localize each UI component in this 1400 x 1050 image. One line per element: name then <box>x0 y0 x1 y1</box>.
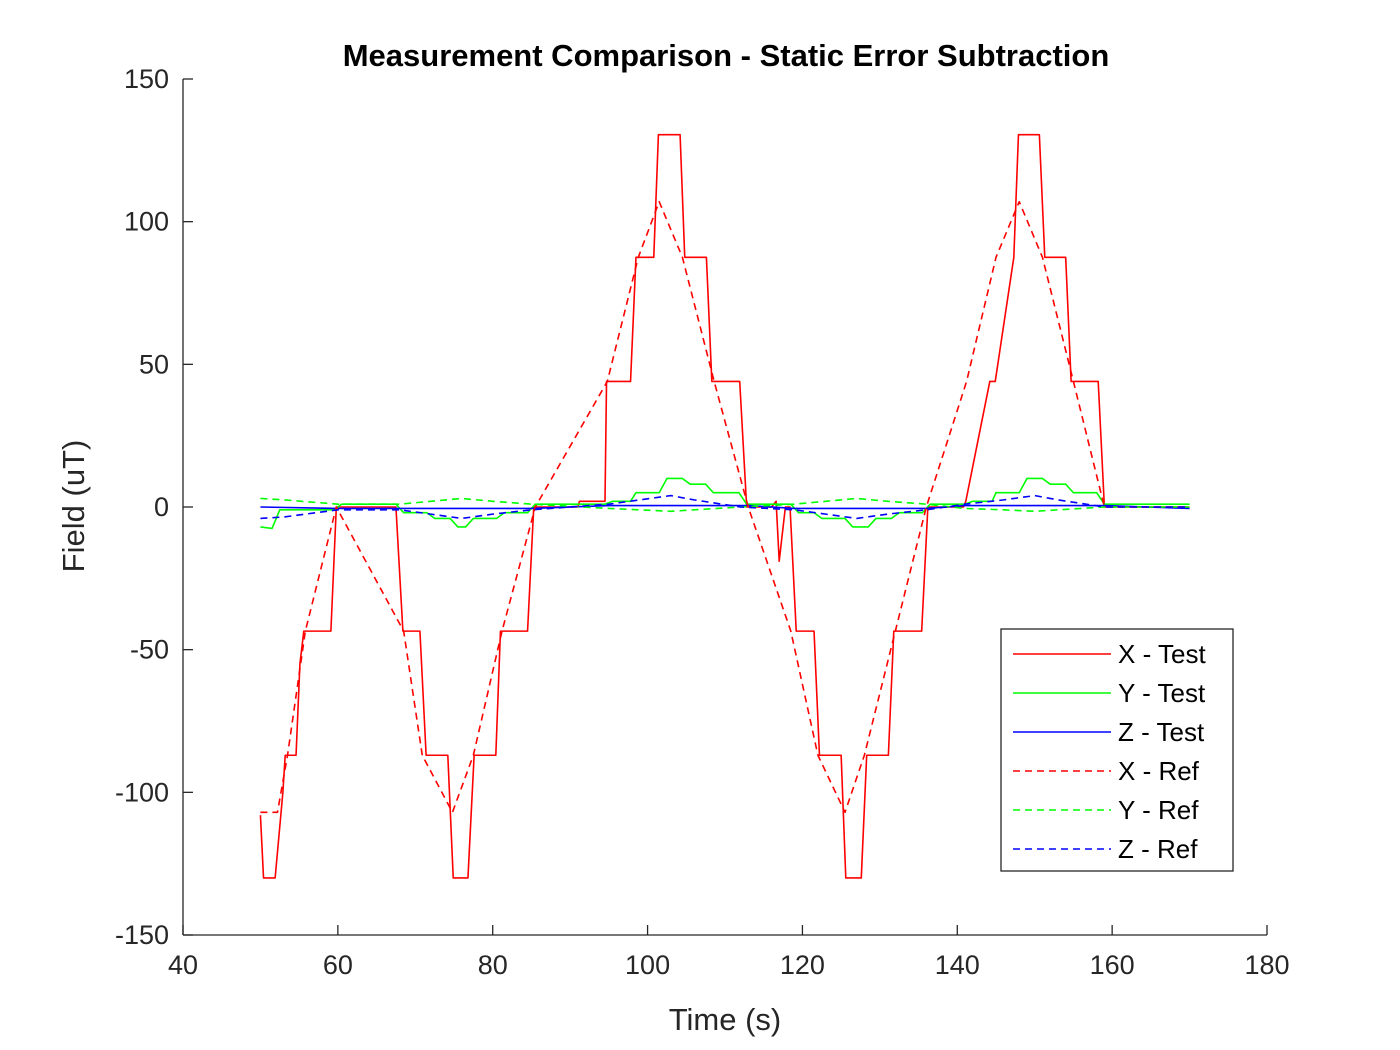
legend-label: Y - Test <box>1118 678 1206 708</box>
y-tick-label: 0 <box>154 492 169 522</box>
series-line-x-test <box>259 133 1190 879</box>
series-line-y-test <box>260 477 1190 530</box>
x-tick-label: 60 <box>323 950 353 980</box>
legend-label: X - Ref <box>1118 756 1200 786</box>
x-tick-label: 40 <box>168 950 198 980</box>
x-tick-label: 140 <box>935 950 980 980</box>
y-tick-label: 100 <box>124 207 169 237</box>
legend-label: Y - Ref <box>1118 795 1199 825</box>
y-tick-label: 50 <box>139 349 169 379</box>
x-tick-label: 120 <box>780 950 825 980</box>
y-tick-label: -100 <box>115 777 169 807</box>
legend: X - Test Y - Test Z - Test X - Ref Y - Ref Z … <box>1000 628 1234 872</box>
legend-label: Z - Test <box>1118 717 1205 747</box>
legend-box <box>1000 628 1234 872</box>
plot-area <box>259 133 1190 879</box>
axes: 40 60 80 100 120 140 160 180 -150 -100 -50 0 50 100 15… <box>115 64 1290 980</box>
y-tick-label: 150 <box>124 64 169 94</box>
chart-title: Measurement Comparison - Static Error Su… <box>343 38 1110 73</box>
x-tick-label: 100 <box>625 950 670 980</box>
series-line-x-ref <box>260 200 1190 814</box>
x-tick-label: 180 <box>1244 950 1289 980</box>
legend-label: Z - Ref <box>1118 834 1198 864</box>
x-tick-label: 160 <box>1090 950 1135 980</box>
x-tick-label: 80 <box>478 950 508 980</box>
y-axis-label: Field (uT) <box>56 440 91 573</box>
x-axis-label: Time (s) <box>669 1002 782 1037</box>
legend-label: X - Test <box>1118 639 1206 669</box>
y-tick-label: -50 <box>130 635 169 665</box>
series-line-y-ref <box>260 497 1190 513</box>
series-line-z-ref <box>260 494 1190 520</box>
y-tick-label: -150 <box>115 920 169 950</box>
